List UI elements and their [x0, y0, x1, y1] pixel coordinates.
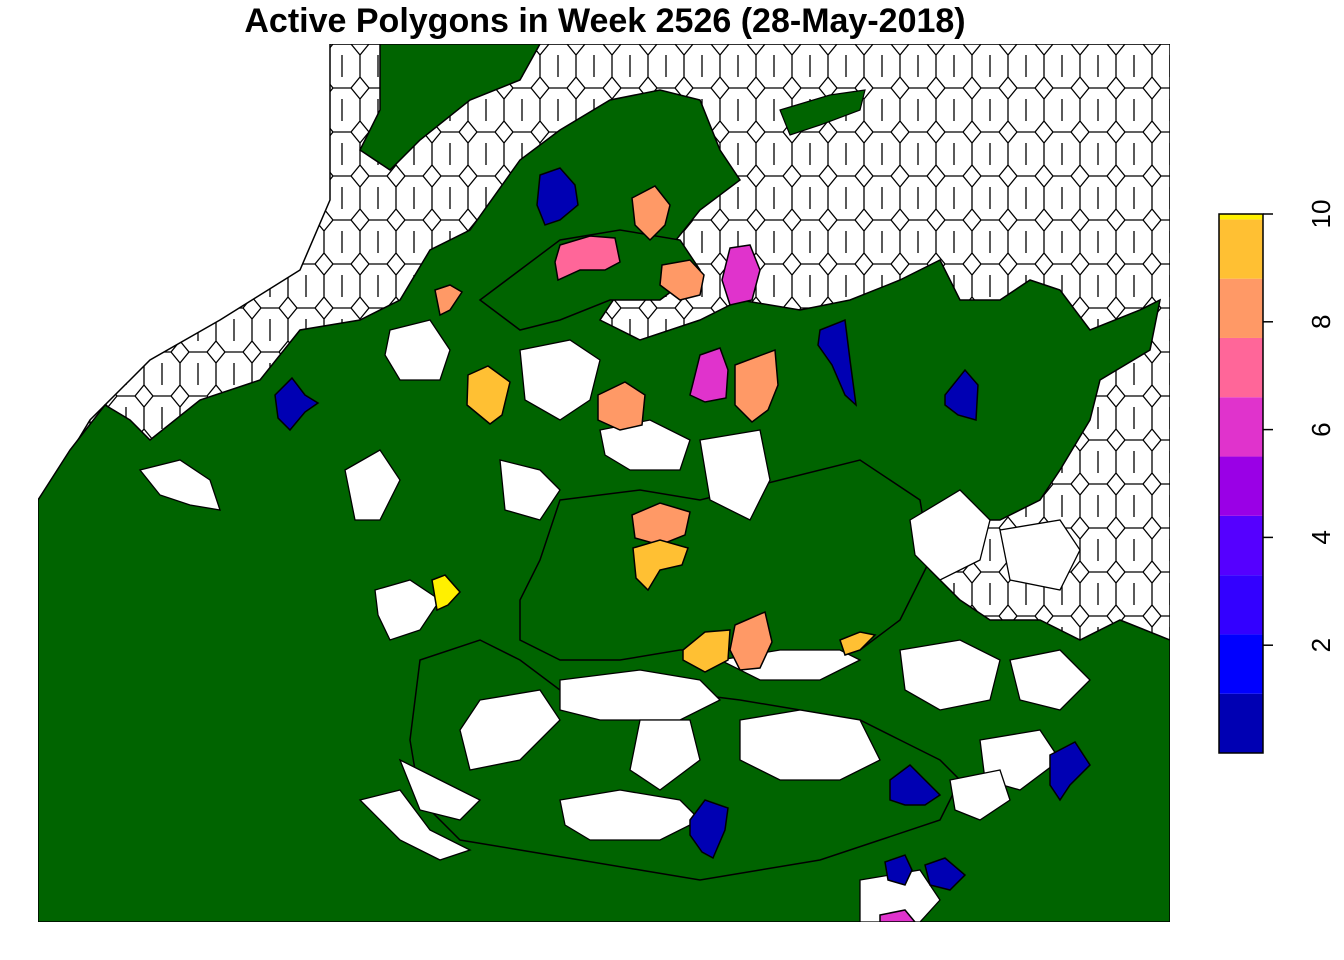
active-polygon [631, 502, 691, 546]
legend-bin [1219, 634, 1263, 694]
active-polygons [274, 167, 1091, 922]
active-polygon [434, 284, 464, 317]
legend-frame [1218, 213, 1264, 754]
legend-bin [1219, 397, 1263, 457]
active-polygon [431, 574, 462, 612]
legend-bin [1219, 693, 1263, 753]
legend-bin [1219, 337, 1263, 398]
legend-bin [1219, 575, 1263, 635]
active-polygon [729, 610, 773, 671]
active-polygon [944, 368, 979, 421]
legend-bin [1219, 515, 1263, 576]
active-polygon [682, 629, 731, 673]
legend-color-bar [1219, 214, 1263, 753]
active-polygon [884, 854, 913, 886]
map-title: Active Polygons in Week 2526 (28-May-201… [244, 2, 966, 40]
active-polygon [274, 376, 320, 432]
legend-tick-label: 2 [1306, 638, 1336, 652]
active-polygon [689, 347, 729, 403]
active-polygon [839, 631, 877, 656]
active-polygon [924, 857, 967, 891]
legend-tick-label: 8 [1306, 315, 1336, 329]
active-polygon [1049, 741, 1091, 802]
legend-bin [1219, 456, 1263, 516]
active-polygon [466, 365, 511, 425]
active-polygon [879, 909, 916, 922]
legend-tick-label: 6 [1306, 422, 1336, 436]
active-polygon [889, 764, 942, 806]
active-polygon [689, 799, 729, 860]
active-polygon [659, 259, 705, 301]
legend-bin [1219, 219, 1263, 279]
active-polygon [721, 244, 761, 306]
active-polygon [631, 185, 671, 242]
active-polygon [554, 235, 621, 282]
legend-tick-label: 4 [1306, 530, 1336, 544]
active-polygon [734, 348, 779, 423]
legend-tick-label: 10 [1306, 200, 1336, 229]
active-polygon [632, 539, 689, 592]
active-polygon [536, 167, 579, 226]
legend-axis: 2 4 6 8 10 [1263, 200, 1336, 652]
active-polygon [817, 318, 858, 407]
legend-bin [1219, 278, 1263, 338]
legend-bin [1219, 214, 1263, 220]
active-polygon [597, 381, 646, 431]
